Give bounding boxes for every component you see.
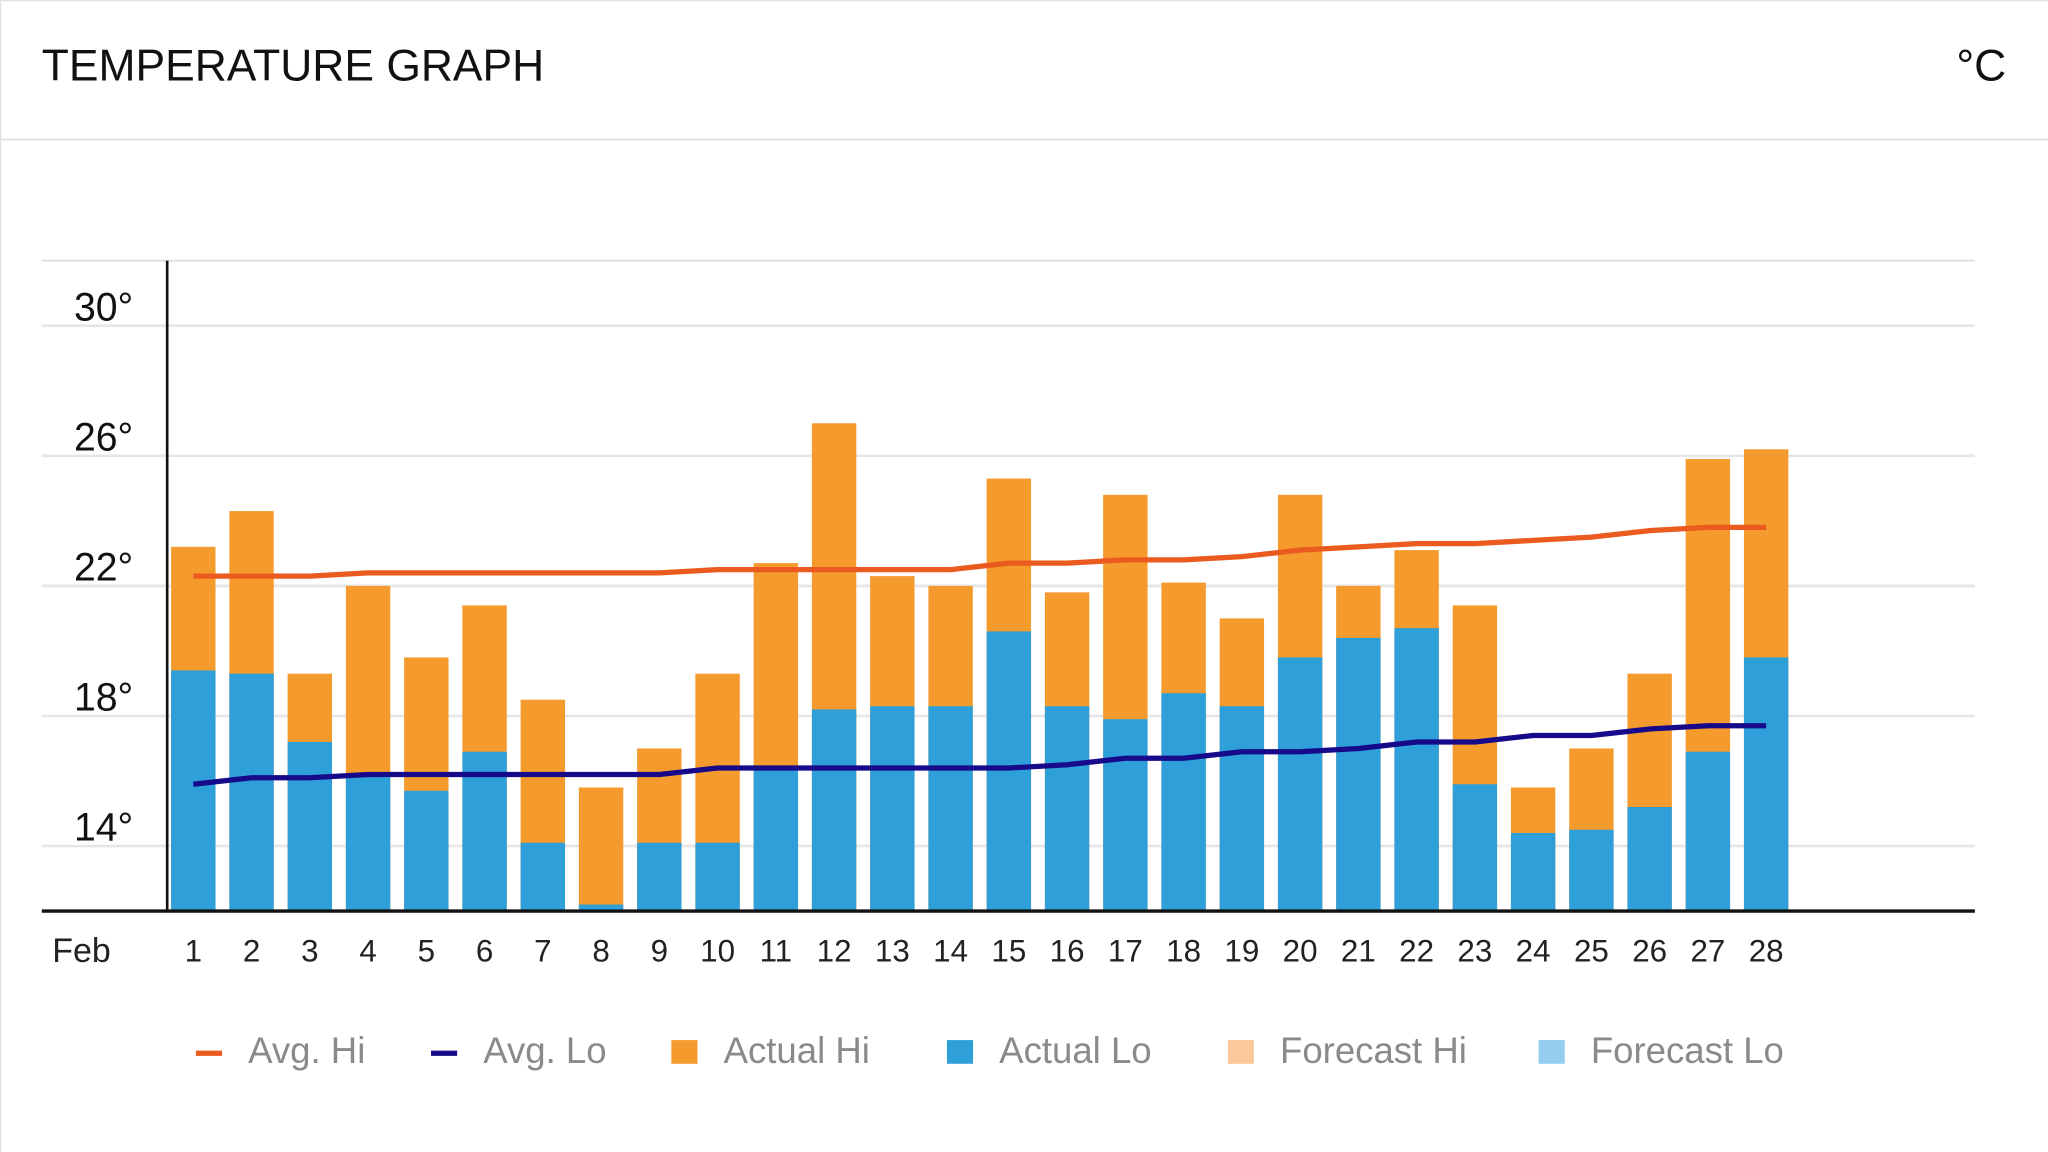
x-tick-label: 18 <box>1166 933 1201 968</box>
x-tick-label: 10 <box>700 933 735 968</box>
x-tick-label: 14 <box>933 933 968 968</box>
line <box>193 723 1767 787</box>
bar <box>1161 693 1206 912</box>
legend-label: Actual Lo <box>999 1030 1151 1071</box>
y-tick-label: 22° <box>74 545 133 589</box>
x-tick-label: 17 <box>1108 933 1143 968</box>
x-tick-label: 8 <box>592 933 609 968</box>
x-tick-label: 5 <box>418 933 435 968</box>
x-tick-label: 27 <box>1690 933 1725 968</box>
y-tick-label: 26° <box>74 415 133 459</box>
bar <box>1336 637 1381 912</box>
x-tick-label: 22 <box>1399 933 1434 968</box>
x-tick-label: 9 <box>651 933 668 968</box>
bar <box>1103 719 1148 912</box>
bar <box>520 842 566 912</box>
plot: 14°18°22°26°30°1 2 3 4 5 6 7 8 9 10 11 12 13 14 15 16 17… <box>41 260 1975 1071</box>
legend-swatch <box>1538 1040 1565 1064</box>
x-tick-label: 13 <box>875 933 910 968</box>
bar <box>1743 657 1789 912</box>
x-tick-label: 20 <box>1283 933 1318 968</box>
bar <box>345 774 391 912</box>
bar <box>578 787 624 912</box>
y-tick-label: 18° <box>74 675 133 719</box>
bar <box>1452 784 1498 912</box>
legend-label: Avg. Hi <box>248 1030 365 1071</box>
bar <box>753 767 799 912</box>
x-tick-label: 24 <box>1516 933 1551 968</box>
bar <box>287 741 333 912</box>
legend-label: Actual Hi <box>724 1030 870 1071</box>
x-tick-label: 7 <box>534 933 551 968</box>
bar <box>870 706 915 912</box>
bar <box>404 790 449 912</box>
y-tick-label: 30° <box>74 285 133 329</box>
bar <box>1510 833 1556 912</box>
title: TEMPERATURE GRAPH <box>42 41 544 90</box>
x-tick-label: 11 <box>760 933 793 968</box>
y-tick-label: 14° <box>74 806 133 850</box>
x-tick-label: 21 <box>1341 933 1376 968</box>
legend-swatch <box>1227 1040 1254 1064</box>
legend-label: Avg. Lo <box>483 1030 606 1071</box>
x-tick-label: 23 <box>1457 933 1492 968</box>
legend-label: Forecast Hi <box>1280 1030 1467 1071</box>
bar <box>1394 628 1439 912</box>
legend-swatch <box>946 1040 974 1064</box>
x-tick-label: 4 <box>359 933 376 968</box>
bar <box>811 709 857 912</box>
x-axis-label: Feb <box>52 932 110 970</box>
bar <box>695 842 740 912</box>
legend-swatch <box>671 1040 698 1064</box>
unit-toggle[interactable]: °C <box>1956 41 2006 90</box>
bar <box>1627 807 1672 912</box>
bar <box>637 842 682 912</box>
bar <box>1569 829 1614 912</box>
x-tick-label: 15 <box>991 933 1026 968</box>
x-tick-label: 1 <box>185 933 202 968</box>
bar <box>986 631 1032 912</box>
bar <box>1685 751 1731 912</box>
bar <box>1277 657 1323 912</box>
x-tick-label: 26 <box>1632 933 1667 968</box>
bar <box>1219 706 1265 912</box>
bar <box>928 706 973 912</box>
legend-label: Forecast Lo <box>1591 1030 1784 1071</box>
line <box>193 524 1767 579</box>
x-tick-label: 28 <box>1749 933 1784 968</box>
x-tick-label: 6 <box>476 933 493 968</box>
bar <box>578 904 624 912</box>
bar <box>462 751 507 912</box>
x-tick-label: 3 <box>301 933 318 968</box>
x-tick-label: 2 <box>243 933 260 968</box>
x-tick-label: 12 <box>817 933 852 968</box>
bar <box>229 673 274 912</box>
bar <box>1044 706 1090 912</box>
x-tick-label: 16 <box>1050 933 1085 968</box>
bar <box>171 670 216 912</box>
x-tick-label: 19 <box>1224 933 1259 968</box>
x-tick-label: 25 <box>1574 933 1609 968</box>
